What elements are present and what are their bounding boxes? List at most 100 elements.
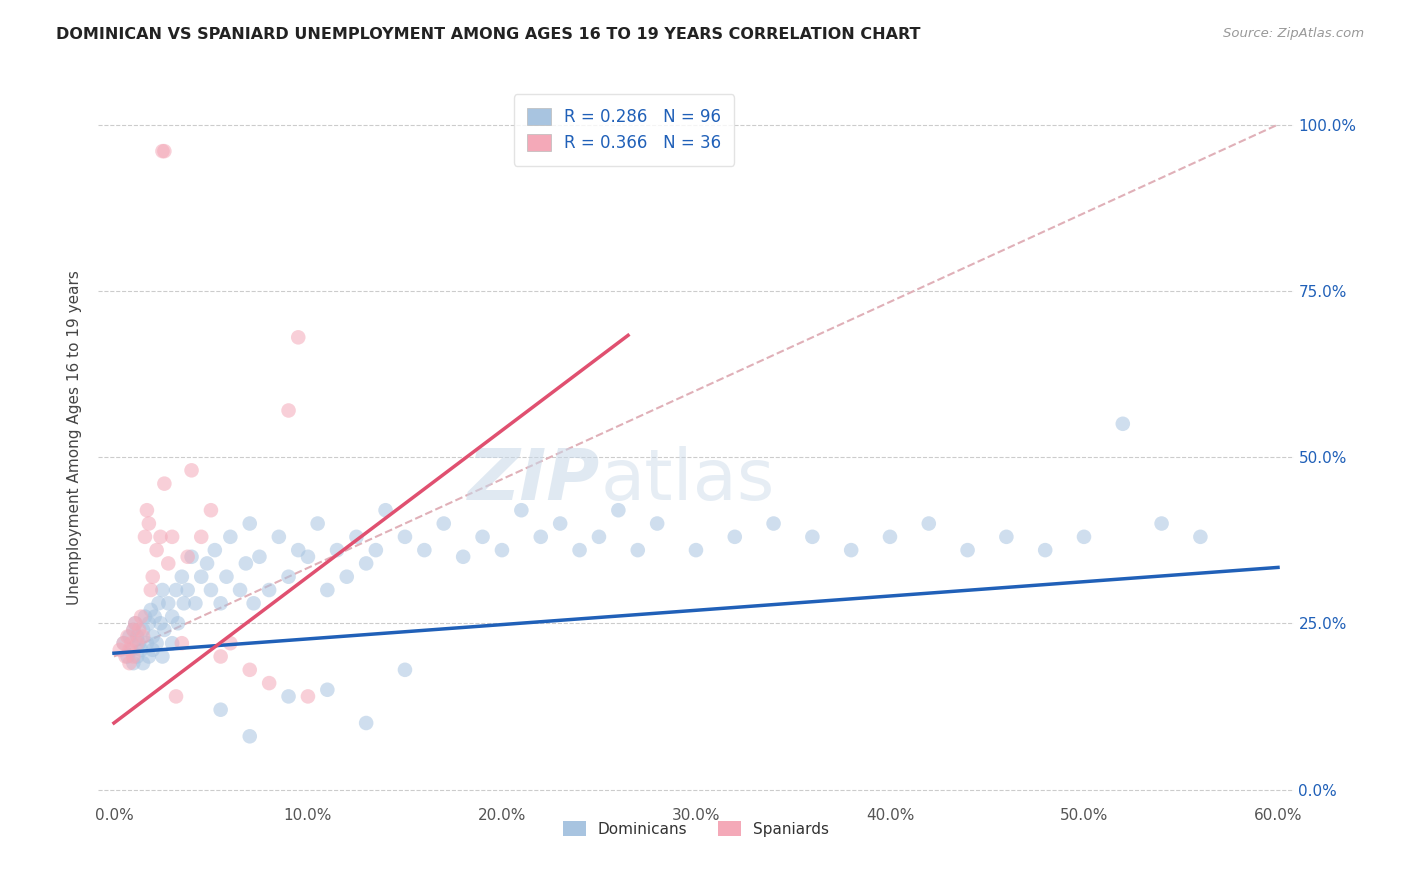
- Point: [129, 643, 152, 657]
- Point: [170, 570, 193, 584]
- Point: [491, 543, 513, 558]
- Point: [143, 609, 166, 624]
- Point: [364, 543, 387, 558]
- Point: [153, 476, 176, 491]
- Point: [138, 616, 160, 631]
- Point: [117, 630, 139, 644]
- Point: [122, 649, 145, 664]
- Point: [135, 503, 157, 517]
- Point: [297, 690, 319, 704]
- Point: [167, 616, 190, 631]
- Point: [184, 596, 207, 610]
- Point: [117, 649, 139, 664]
- Text: atlas: atlas: [600, 447, 775, 516]
- Point: [762, 516, 785, 531]
- Point: [157, 596, 180, 610]
- Point: [139, 582, 162, 597]
- Point: [588, 530, 610, 544]
- Point: [1189, 530, 1212, 544]
- Point: [257, 676, 280, 690]
- Point: [138, 516, 160, 531]
- Point: [152, 649, 174, 664]
- Point: [801, 530, 824, 544]
- Point: [118, 656, 141, 670]
- Point: [132, 656, 155, 670]
- Point: [160, 530, 183, 544]
- Point: [336, 570, 359, 584]
- Point: [118, 630, 141, 644]
- Point: [277, 570, 299, 584]
- Point: [134, 609, 156, 624]
- Point: [112, 636, 135, 650]
- Point: [122, 623, 145, 637]
- Point: [685, 543, 707, 558]
- Point: [124, 616, 146, 631]
- Point: [145, 636, 167, 650]
- Point: [142, 570, 165, 584]
- Point: [145, 543, 167, 558]
- Point: [1033, 543, 1056, 558]
- Point: [413, 543, 436, 558]
- Point: [568, 543, 591, 558]
- Point: [235, 557, 257, 571]
- Point: [433, 516, 456, 531]
- Point: [316, 582, 339, 597]
- Point: [607, 503, 630, 517]
- Point: [354, 716, 377, 731]
- Point: [316, 682, 339, 697]
- Point: [394, 663, 416, 677]
- Point: [149, 616, 172, 631]
- Point: [219, 530, 242, 544]
- Point: [354, 557, 377, 571]
- Point: [287, 543, 309, 558]
- Point: [128, 636, 150, 650]
- Point: [918, 516, 941, 531]
- Point: [135, 636, 157, 650]
- Point: [394, 530, 416, 544]
- Point: [277, 690, 299, 704]
- Point: [471, 530, 494, 544]
- Point: [200, 503, 222, 517]
- Point: [120, 643, 142, 657]
- Point: [239, 729, 262, 743]
- Point: [108, 643, 131, 657]
- Point: [451, 549, 474, 564]
- Text: DOMINICAN VS SPANIARD UNEMPLOYMENT AMONG AGES 16 TO 19 YEARS CORRELATION CHART: DOMINICAN VS SPANIARD UNEMPLOYMENT AMONG…: [56, 27, 921, 42]
- Point: [1073, 530, 1095, 544]
- Point: [326, 543, 349, 558]
- Point: [118, 643, 141, 657]
- Point: [1150, 516, 1173, 531]
- Point: [204, 543, 226, 558]
- Point: [180, 549, 202, 564]
- Point: [142, 630, 165, 644]
- Point: [548, 516, 571, 531]
- Point: [530, 530, 553, 544]
- Point: [219, 636, 242, 650]
- Point: [170, 636, 193, 650]
- Point: [139, 603, 162, 617]
- Point: [165, 690, 187, 704]
- Point: [138, 649, 160, 664]
- Point: [190, 530, 212, 544]
- Point: [132, 630, 155, 644]
- Point: [176, 549, 198, 564]
- Point: [127, 630, 149, 644]
- Point: [242, 596, 264, 610]
- Point: [176, 582, 198, 597]
- Point: [114, 649, 136, 664]
- Point: [160, 636, 183, 650]
- Point: [510, 503, 533, 517]
- Point: [122, 656, 145, 670]
- Point: [124, 616, 146, 631]
- Point: [229, 582, 252, 597]
- Point: [839, 543, 862, 558]
- Point: [165, 582, 187, 597]
- Point: [287, 330, 309, 344]
- Point: [249, 549, 271, 564]
- Point: [1112, 417, 1135, 431]
- Point: [215, 570, 238, 584]
- Point: [128, 623, 150, 637]
- Point: [724, 530, 747, 544]
- Point: [132, 623, 155, 637]
- Point: [995, 530, 1018, 544]
